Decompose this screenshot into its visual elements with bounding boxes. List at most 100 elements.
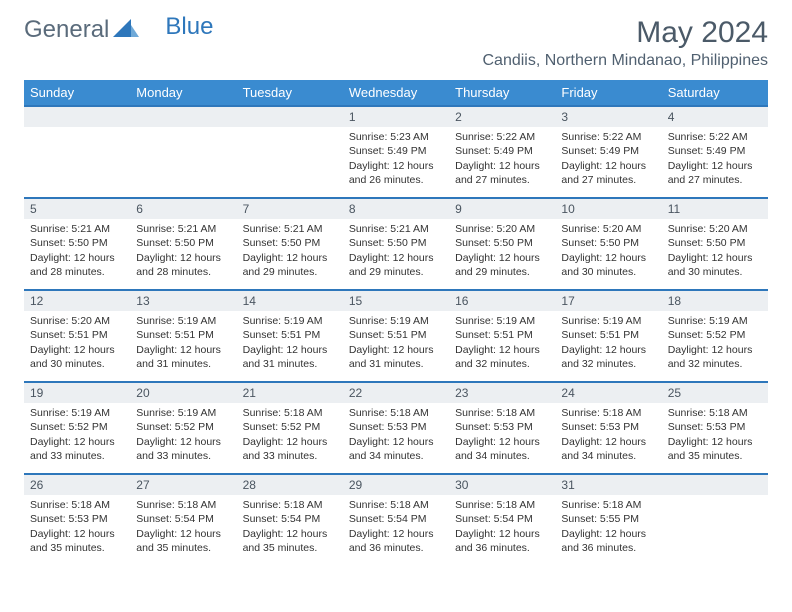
day-content: Sunrise: 5:18 AMSunset: 5:53 PMDaylight:… <box>343 403 449 467</box>
calendar-day-cell: 10Sunrise: 5:20 AMSunset: 5:50 PMDayligh… <box>555 198 661 290</box>
calendar-day-cell: 11Sunrise: 5:20 AMSunset: 5:50 PMDayligh… <box>662 198 768 290</box>
day-number-bar: 1 <box>343 107 449 127</box>
title-block: May 2024 Candiis, Northern Mindanao, Phi… <box>483 16 769 70</box>
day-number-bar: 30 <box>449 475 555 495</box>
calendar-week-row: 5Sunrise: 5:21 AMSunset: 5:50 PMDaylight… <box>24 198 768 290</box>
day-number-bar: 31 <box>555 475 661 495</box>
calendar-day-cell: 28Sunrise: 5:18 AMSunset: 5:54 PMDayligh… <box>237 474 343 566</box>
calendar-week-row: 12Sunrise: 5:20 AMSunset: 5:51 PMDayligh… <box>24 290 768 382</box>
day-number-bar: 25 <box>662 383 768 403</box>
location-subtitle: Candiis, Northern Mindanao, Philippines <box>483 52 769 70</box>
calendar-day-cell: 2Sunrise: 5:22 AMSunset: 5:49 PMDaylight… <box>449 106 555 198</box>
day-content: Sunrise: 5:19 AMSunset: 5:52 PMDaylight:… <box>130 403 236 467</box>
calendar-week-row: 26Sunrise: 5:18 AMSunset: 5:53 PMDayligh… <box>24 474 768 566</box>
calendar-day-cell: 15Sunrise: 5:19 AMSunset: 5:51 PMDayligh… <box>343 290 449 382</box>
day-content: Sunrise: 5:18 AMSunset: 5:53 PMDaylight:… <box>662 403 768 467</box>
day-number-bar: 6 <box>130 199 236 219</box>
day-content: Sunrise: 5:21 AMSunset: 5:50 PMDaylight:… <box>130 219 236 283</box>
calendar-day-cell: 17Sunrise: 5:19 AMSunset: 5:51 PMDayligh… <box>555 290 661 382</box>
day-content: Sunrise: 5:19 AMSunset: 5:52 PMDaylight:… <box>24 403 130 467</box>
logo-text-general: General <box>24 16 109 44</box>
day-content: Sunrise: 5:19 AMSunset: 5:51 PMDaylight:… <box>555 311 661 375</box>
day-number-bar: 24 <box>555 383 661 403</box>
day-number-bar <box>237 107 343 127</box>
day-content: Sunrise: 5:21 AMSunset: 5:50 PMDaylight:… <box>24 219 130 283</box>
day-number-bar: 21 <box>237 383 343 403</box>
calendar-week-row: 1Sunrise: 5:23 AMSunset: 5:49 PMDaylight… <box>24 106 768 198</box>
logo: General Blue <box>24 16 213 44</box>
calendar-day-cell: 29Sunrise: 5:18 AMSunset: 5:54 PMDayligh… <box>343 474 449 566</box>
day-number-bar <box>662 475 768 495</box>
day-number-bar: 8 <box>343 199 449 219</box>
day-number-bar: 19 <box>24 383 130 403</box>
calendar-day-cell: 1Sunrise: 5:23 AMSunset: 5:49 PMDaylight… <box>343 106 449 198</box>
day-content: Sunrise: 5:18 AMSunset: 5:53 PMDaylight:… <box>555 403 661 467</box>
day-content: Sunrise: 5:18 AMSunset: 5:52 PMDaylight:… <box>237 403 343 467</box>
calendar-day-cell: 5Sunrise: 5:21 AMSunset: 5:50 PMDaylight… <box>24 198 130 290</box>
calendar-day-cell: 16Sunrise: 5:19 AMSunset: 5:51 PMDayligh… <box>449 290 555 382</box>
weekday-header: Saturday <box>662 80 768 106</box>
calendar-day-cell: 31Sunrise: 5:18 AMSunset: 5:55 PMDayligh… <box>555 474 661 566</box>
weekday-header: Friday <box>555 80 661 106</box>
day-number-bar: 7 <box>237 199 343 219</box>
calendar-day-cell: 20Sunrise: 5:19 AMSunset: 5:52 PMDayligh… <box>130 382 236 474</box>
day-number-bar: 22 <box>343 383 449 403</box>
weekday-header: Monday <box>130 80 236 106</box>
day-content: Sunrise: 5:22 AMSunset: 5:49 PMDaylight:… <box>662 127 768 191</box>
day-number-bar: 14 <box>237 291 343 311</box>
header: General Blue May 2024 Candiis, Northern … <box>24 16 768 70</box>
day-number-bar: 16 <box>449 291 555 311</box>
calendar-day-cell: 25Sunrise: 5:18 AMSunset: 5:53 PMDayligh… <box>662 382 768 474</box>
day-content: Sunrise: 5:18 AMSunset: 5:54 PMDaylight:… <box>237 495 343 559</box>
day-number-bar: 5 <box>24 199 130 219</box>
day-number-bar: 27 <box>130 475 236 495</box>
day-number-bar: 17 <box>555 291 661 311</box>
day-content: Sunrise: 5:18 AMSunset: 5:54 PMDaylight:… <box>449 495 555 559</box>
day-content: Sunrise: 5:19 AMSunset: 5:51 PMDaylight:… <box>449 311 555 375</box>
day-content: Sunrise: 5:20 AMSunset: 5:50 PMDaylight:… <box>449 219 555 283</box>
calendar-day-cell: 21Sunrise: 5:18 AMSunset: 5:52 PMDayligh… <box>237 382 343 474</box>
calendar-day-cell: 19Sunrise: 5:19 AMSunset: 5:52 PMDayligh… <box>24 382 130 474</box>
day-number-bar: 2 <box>449 107 555 127</box>
calendar-day-cell: 9Sunrise: 5:20 AMSunset: 5:50 PMDaylight… <box>449 198 555 290</box>
day-content: Sunrise: 5:19 AMSunset: 5:51 PMDaylight:… <box>237 311 343 375</box>
day-content: Sunrise: 5:18 AMSunset: 5:55 PMDaylight:… <box>555 495 661 559</box>
weekday-header: Tuesday <box>237 80 343 106</box>
calendar-day-cell: 8Sunrise: 5:21 AMSunset: 5:50 PMDaylight… <box>343 198 449 290</box>
calendar-day-cell: 24Sunrise: 5:18 AMSunset: 5:53 PMDayligh… <box>555 382 661 474</box>
day-content: Sunrise: 5:22 AMSunset: 5:49 PMDaylight:… <box>449 127 555 191</box>
day-content: Sunrise: 5:19 AMSunset: 5:51 PMDaylight:… <box>130 311 236 375</box>
calendar-day-cell: 26Sunrise: 5:18 AMSunset: 5:53 PMDayligh… <box>24 474 130 566</box>
weekday-header-row: SundayMondayTuesdayWednesdayThursdayFrid… <box>24 80 768 106</box>
day-number-bar: 4 <box>662 107 768 127</box>
day-content: Sunrise: 5:18 AMSunset: 5:54 PMDaylight:… <box>343 495 449 559</box>
day-content: Sunrise: 5:19 AMSunset: 5:52 PMDaylight:… <box>662 311 768 375</box>
day-content: Sunrise: 5:18 AMSunset: 5:53 PMDaylight:… <box>449 403 555 467</box>
calendar-day-cell: 30Sunrise: 5:18 AMSunset: 5:54 PMDayligh… <box>449 474 555 566</box>
day-content: Sunrise: 5:20 AMSunset: 5:50 PMDaylight:… <box>662 219 768 283</box>
logo-text-blue: Blue <box>165 13 213 41</box>
calendar-day-cell: 3Sunrise: 5:22 AMSunset: 5:49 PMDaylight… <box>555 106 661 198</box>
calendar-day-cell <box>130 106 236 198</box>
day-number-bar: 29 <box>343 475 449 495</box>
calendar-day-cell: 27Sunrise: 5:18 AMSunset: 5:54 PMDayligh… <box>130 474 236 566</box>
day-content: Sunrise: 5:21 AMSunset: 5:50 PMDaylight:… <box>237 219 343 283</box>
day-number-bar <box>130 107 236 127</box>
calendar-day-cell: 6Sunrise: 5:21 AMSunset: 5:50 PMDaylight… <box>130 198 236 290</box>
day-content: Sunrise: 5:22 AMSunset: 5:49 PMDaylight:… <box>555 127 661 191</box>
calendar-day-cell: 18Sunrise: 5:19 AMSunset: 5:52 PMDayligh… <box>662 290 768 382</box>
day-content: Sunrise: 5:21 AMSunset: 5:50 PMDaylight:… <box>343 219 449 283</box>
calendar-day-cell: 4Sunrise: 5:22 AMSunset: 5:49 PMDaylight… <box>662 106 768 198</box>
day-content: Sunrise: 5:18 AMSunset: 5:54 PMDaylight:… <box>130 495 236 559</box>
day-number-bar: 23 <box>449 383 555 403</box>
calendar-day-cell: 14Sunrise: 5:19 AMSunset: 5:51 PMDayligh… <box>237 290 343 382</box>
day-number-bar: 15 <box>343 291 449 311</box>
day-number-bar: 13 <box>130 291 236 311</box>
calendar-day-cell: 22Sunrise: 5:18 AMSunset: 5:53 PMDayligh… <box>343 382 449 474</box>
calendar-day-cell: 12Sunrise: 5:20 AMSunset: 5:51 PMDayligh… <box>24 290 130 382</box>
logo-triangle-icon <box>113 16 139 44</box>
calendar-day-cell <box>237 106 343 198</box>
day-number-bar: 26 <box>24 475 130 495</box>
day-number-bar <box>24 107 130 127</box>
day-number-bar: 12 <box>24 291 130 311</box>
